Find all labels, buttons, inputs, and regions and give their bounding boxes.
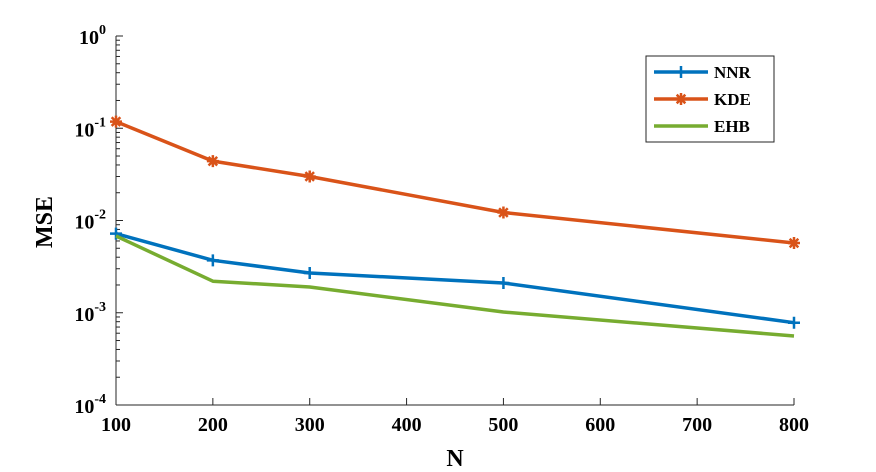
data-point-kde — [206, 155, 219, 168]
x-tick-label: 200 — [198, 414, 228, 436]
data-point-kde — [110, 115, 122, 128]
data-point-kde — [303, 170, 316, 183]
y-tick-label: 10-4 — [74, 392, 106, 418]
data-point-kde — [497, 206, 510, 219]
axes: 100 200 300 400 500 600 700 800 10-4 10-3 10-2 10-1… — [74, 23, 809, 436]
x-tick-label: 300 — [295, 414, 325, 436]
x-axis-title: N — [446, 446, 464, 472]
y-tick-label: 10-1 — [74, 115, 106, 141]
x-tick-label: 400 — [392, 414, 422, 436]
series-kde — [110, 115, 800, 250]
y-tick-label: 10-3 — [74, 300, 106, 326]
legend: NNR KDE EHB — [645, 55, 775, 143]
x-tick-label: 600 — [585, 414, 615, 436]
legend-label-ehb: EHB — [714, 117, 750, 136]
data-point-nnr — [303, 266, 316, 279]
data-point-kde — [788, 237, 800, 250]
x-tick-label: 800 — [779, 414, 809, 436]
data-point-nnr — [788, 316, 800, 329]
legend-label-nnr: NNR — [714, 63, 752, 82]
x-tick-label: 500 — [488, 414, 518, 436]
legend-label-kde: KDE — [714, 90, 751, 109]
series-line-nnr — [115, 232, 795, 325]
y-axis-title: MSE — [32, 196, 58, 248]
data-point-nnr — [497, 277, 510, 290]
series-nnr — [110, 227, 800, 329]
x-tick-label: 700 — [682, 414, 712, 436]
x-tick-label: 100 — [101, 414, 131, 436]
series-layer — [110, 115, 800, 338]
y-tick-label: 100 — [79, 23, 106, 49]
series-ehb — [115, 234, 795, 338]
data-point-nnr — [206, 254, 219, 267]
y-tick-label: 10-2 — [74, 208, 106, 234]
legend-marker-nnr — [675, 66, 687, 78]
legend-marker-kde — [675, 93, 687, 105]
series-line-ehb — [115, 234, 795, 338]
